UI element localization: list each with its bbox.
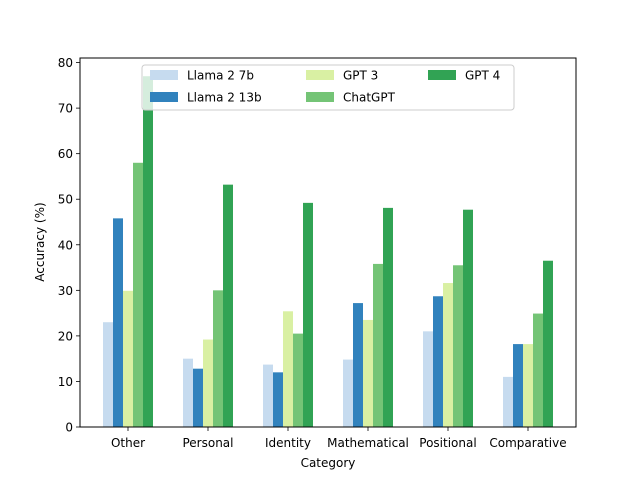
bar	[343, 359, 353, 427]
bar	[213, 290, 223, 427]
bar	[453, 265, 463, 427]
y-tick-label: 60	[58, 147, 73, 161]
x-tick-label: Mathematical	[327, 436, 409, 450]
bar	[103, 322, 113, 427]
bar	[143, 76, 153, 427]
y-tick-label: 50	[58, 193, 73, 207]
legend-swatch	[428, 70, 456, 80]
bar	[113, 218, 123, 427]
x-axis-ticks: Other Personal Identity Mathematical Positio…	[111, 427, 567, 450]
y-axis-label: Accuracy (%)	[33, 202, 47, 281]
legend-label: Llama 2 7b	[187, 69, 254, 83]
bar	[293, 333, 303, 427]
bar	[223, 184, 233, 427]
legend: Llama 2 7b Llama 2 13b GPT 3 ChatGPT GPT 4	[141, 64, 515, 111]
bar	[463, 209, 473, 427]
axes-layer	[79, 57, 577, 428]
x-tick-label: Comparative	[489, 436, 566, 450]
legend-label: ChatGPT	[343, 91, 396, 105]
legend-swatch	[150, 70, 178, 80]
bar	[503, 376, 513, 427]
bar	[273, 372, 283, 427]
bars-layer	[103, 76, 553, 427]
bar	[523, 344, 533, 427]
plot-frame	[79, 57, 577, 428]
bar	[193, 368, 203, 427]
bar	[363, 319, 373, 427]
bar	[383, 207, 393, 427]
y-tick-label: 40	[58, 238, 73, 252]
bar	[353, 303, 363, 427]
y-tick-label: 0	[65, 421, 73, 435]
bar	[123, 290, 133, 427]
x-tick-label: Personal	[182, 436, 233, 450]
y-tick-label: 10	[58, 375, 73, 389]
bar	[433, 296, 443, 427]
bar	[543, 260, 553, 427]
legend-swatch	[306, 70, 334, 80]
y-axis-ticks: 0 10 20 30 40 50 60 70 80	[58, 56, 80, 435]
bar	[303, 202, 313, 427]
legend-label: GPT 3	[343, 69, 378, 83]
bar	[183, 358, 193, 427]
x-tick-label: Other	[111, 436, 145, 450]
bar	[443, 283, 453, 427]
legend-swatch	[150, 92, 178, 102]
bar	[373, 263, 383, 427]
bar	[423, 331, 433, 427]
bar	[533, 313, 543, 427]
x-tick-label: Identity	[265, 436, 311, 450]
y-tick-label: 20	[58, 329, 73, 343]
y-tick-label: 70	[58, 102, 73, 116]
bar	[133, 162, 143, 427]
x-axis-label: Category	[301, 456, 356, 470]
bar	[203, 339, 213, 427]
x-tick-label: Positional	[419, 436, 476, 450]
y-tick-label: 80	[58, 56, 73, 70]
legend-swatch	[306, 92, 334, 102]
bar	[283, 311, 293, 427]
y-tick-label: 30	[58, 284, 73, 298]
bar	[513, 344, 523, 427]
bar	[263, 364, 273, 427]
legend-frame	[141, 64, 515, 111]
legend-label: Llama 2 13b	[187, 91, 262, 105]
legend-label: GPT 4	[465, 69, 500, 83]
